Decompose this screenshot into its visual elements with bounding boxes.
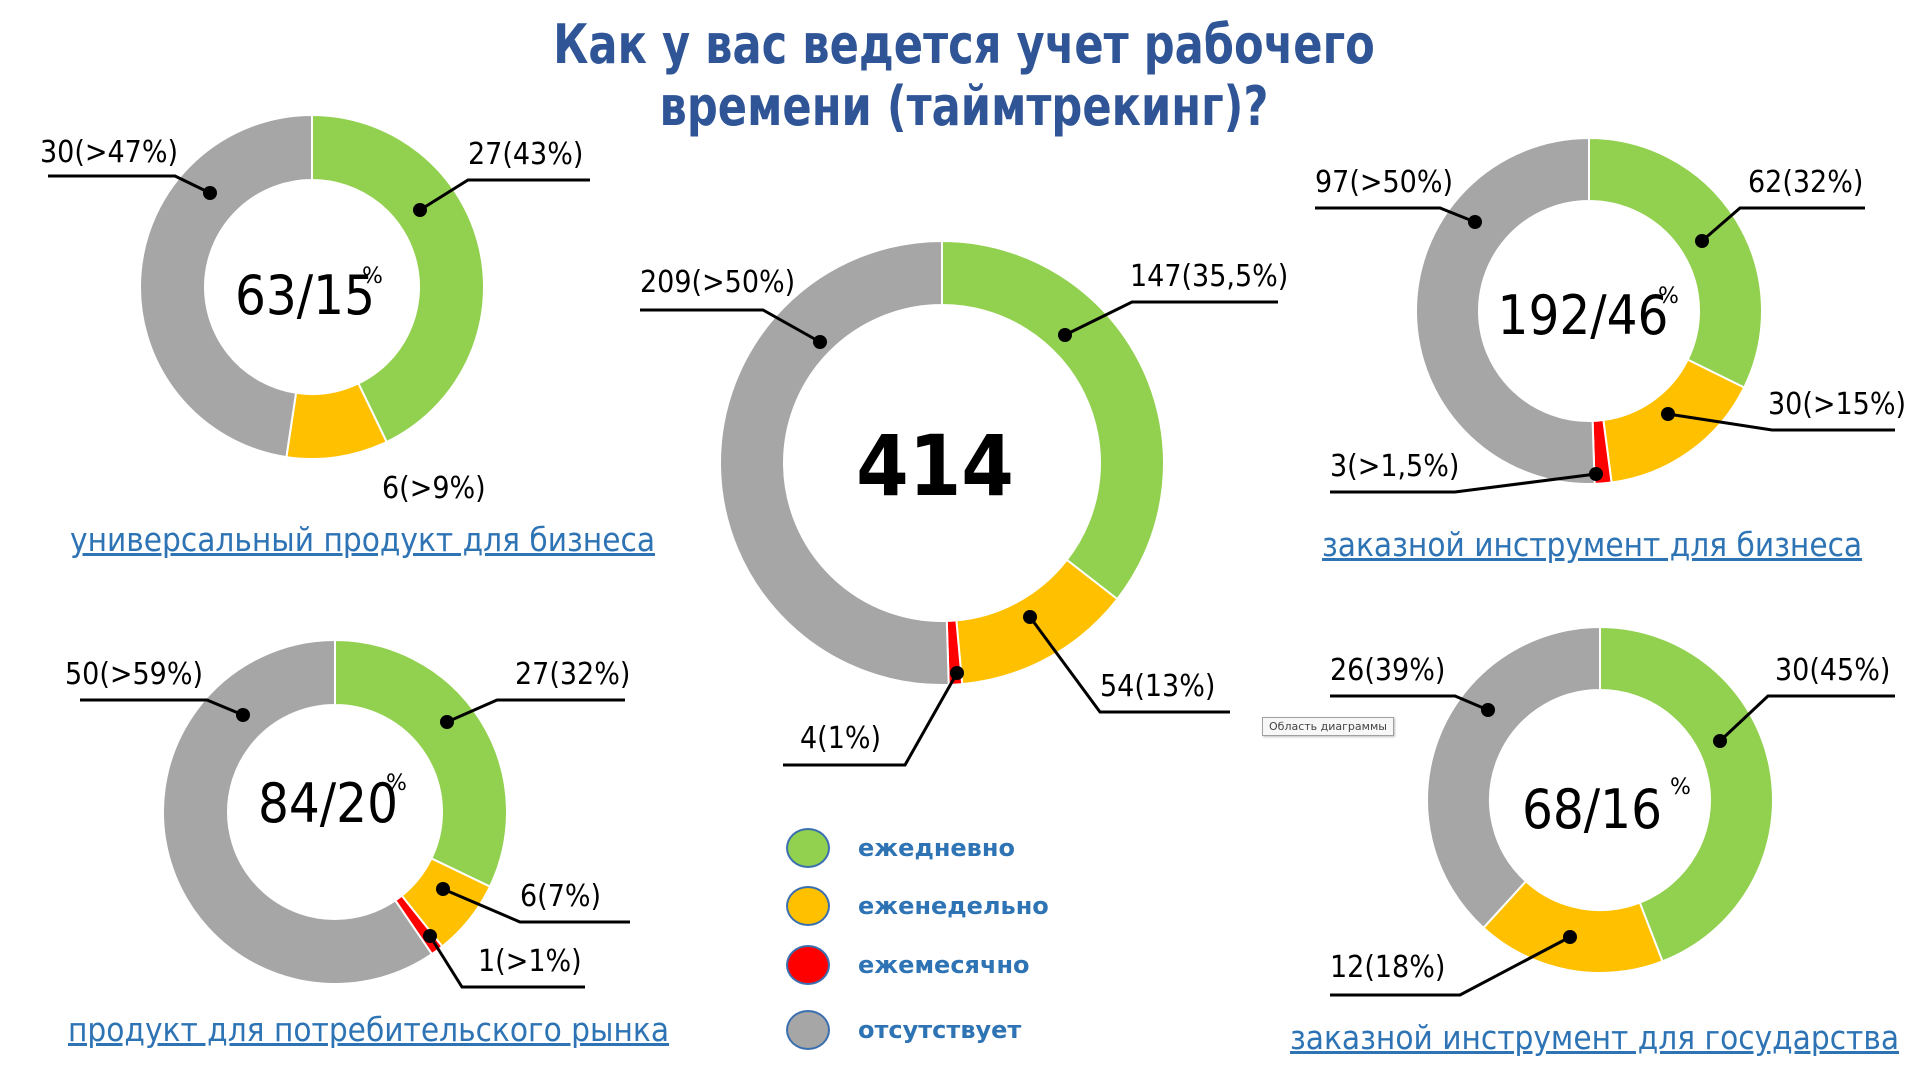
- slice-absent[interactable]: [719, 239, 950, 686]
- title-line-2: времени (таймтрекинг)?: [659, 75, 1269, 138]
- leader-line-absent: [80, 698, 244, 717]
- leader-dot-absent: [1481, 703, 1495, 717]
- leader-line-daily: [1718, 694, 1895, 743]
- legend-swatch-weekly: [786, 886, 830, 926]
- leader-line-weekly: [1330, 935, 1571, 997]
- data-label-absent: 30(>47%): [40, 135, 178, 170]
- leader-dot-daily: [1695, 234, 1709, 248]
- data-label-daily: 30(45%): [1775, 653, 1890, 688]
- leader-dot-monthly: [1589, 467, 1603, 481]
- slice-absent[interactable]: [162, 638, 434, 985]
- legend-label-absent: отсутствует: [858, 1016, 1022, 1044]
- center-percent-sign: %: [1658, 284, 1679, 309]
- donut-chart-2: 84/20% 27(32%) 6(7%) 1(>1%) 50(>59%): [65, 638, 630, 989]
- title-line-1: Как у вас ведется учет рабочего: [553, 13, 1375, 76]
- leader-line-monthly: [1330, 472, 1597, 494]
- data-label-absent: 26(39%): [1330, 653, 1445, 688]
- chart-area-tooltip: Область диаграммы: [1262, 717, 1394, 736]
- center-total: 192/46: [1498, 284, 1669, 347]
- leader-dot-weekly: [1023, 610, 1037, 624]
- leader-dot-daily: [413, 203, 427, 217]
- data-label-monthly: 1(>1%): [478, 944, 582, 979]
- leader-dot-daily: [1713, 734, 1727, 748]
- center-percent-sign: %: [386, 771, 407, 796]
- data-label-absent: 50(>59%): [65, 657, 203, 692]
- leader-line-daily: [1064, 300, 1278, 337]
- caption-chart-2[interactable]: продукт для потребительского рынка: [68, 1010, 670, 1049]
- leader-dot-weekly: [436, 882, 450, 896]
- data-label-daily: 27(32%): [515, 657, 630, 692]
- center-percent-sign: %: [1670, 775, 1691, 800]
- legend-label-monthly: ежемесячно: [858, 951, 1030, 979]
- donut-chart-4: 192/46% 62(32%) 30(>15%) 3(>1,5%) 97(>50%): [1315, 136, 1906, 494]
- slice-absent[interactable]: [139, 113, 313, 459]
- leader-line-weekly: [1667, 412, 1895, 432]
- center-total: 63/15: [235, 264, 375, 327]
- center-total: 68/16: [1522, 778, 1662, 841]
- legend-item-monthly: ежемесячно: [786, 945, 1030, 985]
- legend-label-weekly: еженедельно: [858, 892, 1049, 920]
- data-label-daily: 27(43%): [468, 137, 583, 172]
- leader-dot-daily: [440, 715, 454, 729]
- legend-swatch-monthly: [786, 945, 830, 985]
- slice-daily[interactable]: [334, 638, 508, 888]
- legend-item-weekly: еженедельно: [786, 886, 1049, 926]
- center-percent-sign: %: [362, 264, 383, 289]
- leader-line-absent: [640, 308, 821, 344]
- leader-line-monthly: [783, 672, 959, 767]
- leader-dot-absent: [813, 335, 827, 349]
- slice-absent[interactable]: [1415, 136, 1596, 485]
- leader-line-absent: [48, 174, 211, 195]
- data-label-daily: 62(32%): [1748, 165, 1863, 200]
- leader-line-daily: [446, 698, 625, 724]
- leader-line-monthly: [428, 935, 585, 989]
- caption-chart-4[interactable]: заказной инструмент для бизнеса: [1322, 525, 1863, 564]
- leader-dot-monthly: [423, 929, 437, 943]
- data-label-weekly: 54(13%): [1100, 669, 1215, 704]
- center-total: 414: [856, 417, 1014, 515]
- data-label-weekly: 6(7%): [520, 879, 601, 914]
- data-label-absent: 209(>50%): [640, 265, 795, 300]
- legend-swatch-absent: [786, 1010, 830, 1050]
- donut-chart-5: 68/16 % 30(45%) 12(18%) 26(39%): [1330, 625, 1895, 997]
- caption-chart-1[interactable]: универсальный продукт для бизнеса: [70, 520, 656, 559]
- legend-swatch-daily: [786, 828, 830, 868]
- data-label-daily: 147(35,5%): [1130, 259, 1288, 294]
- leader-line-weekly: [442, 887, 630, 924]
- leader-dot-absent: [236, 708, 250, 722]
- center-total: 84/20: [258, 772, 398, 835]
- data-label-weekly: 30(>15%): [1768, 387, 1906, 422]
- leader-dot-monthly: [950, 666, 964, 680]
- leader-line-absent: [1330, 694, 1489, 712]
- slice-daily[interactable]: [1588, 136, 1763, 389]
- legend-item-daily: ежедневно: [786, 828, 1015, 868]
- data-label-absent: 97(>50%): [1315, 165, 1453, 200]
- leader-dot-absent: [203, 186, 217, 200]
- leader-line-daily: [419, 178, 590, 212]
- leader-dot-weekly: [1661, 407, 1675, 421]
- data-label-monthly: 3(>1,5%): [1330, 449, 1459, 484]
- page-title: Как у вас ведется учет рабочего времени …: [200, 14, 1728, 138]
- legend-label-daily: ежедневно: [858, 834, 1015, 862]
- leader-dot-weekly: [1563, 930, 1577, 944]
- leader-dot-daily: [1058, 328, 1072, 342]
- donut-chart-1: 63/15% 27(43%) 6(>9%) 30(>47%): [40, 113, 590, 506]
- leader-line-weekly: [1028, 616, 1230, 714]
- donut-chart-3: 414 147(35,5%) 54(13%) 4(1%) 209(>50%): [640, 239, 1288, 767]
- leader-line-daily: [1701, 206, 1865, 243]
- data-label-weekly: 6(>9%): [382, 471, 486, 506]
- data-label-weekly: 12(18%): [1330, 950, 1445, 985]
- leader-dot-absent: [1468, 215, 1482, 229]
- legend-item-absent: отсутствует: [786, 1010, 1021, 1050]
- data-label-monthly: 4(1%): [800, 721, 881, 756]
- leader-line-absent: [1315, 206, 1476, 224]
- slice-daily[interactable]: [941, 239, 1165, 601]
- slice-daily[interactable]: [1599, 625, 1774, 963]
- caption-chart-5[interactable]: заказной инструмент для государства: [1290, 1018, 1900, 1057]
